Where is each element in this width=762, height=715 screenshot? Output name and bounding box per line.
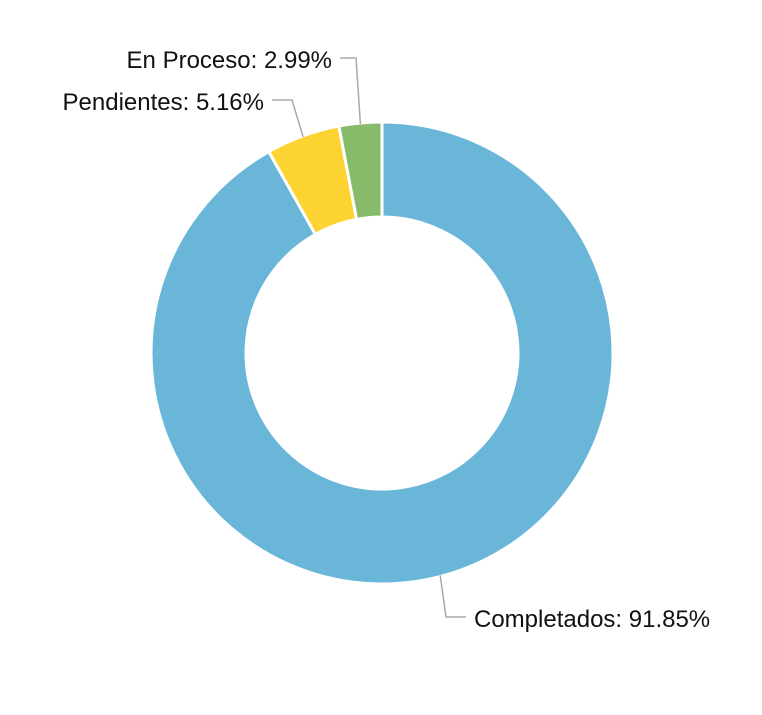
slice-labels: Completados: 91.85% Pendientes: 5.16% En P… (63, 47, 711, 633)
slice-completados[interactable] (149, 120, 615, 586)
leader-line (340, 57, 362, 125)
leader-line (439, 575, 466, 618)
slice-en-proceso[interactable] (337, 120, 384, 221)
slices-layer (149, 120, 615, 586)
slice-label: Completados: 91.85% (474, 606, 710, 633)
slice-label: En Proceso: 2.99% (127, 47, 332, 74)
slice-label: Pendientes: 5.16% (63, 89, 264, 116)
leader-line (272, 99, 304, 138)
leader-lines (272, 57, 466, 618)
